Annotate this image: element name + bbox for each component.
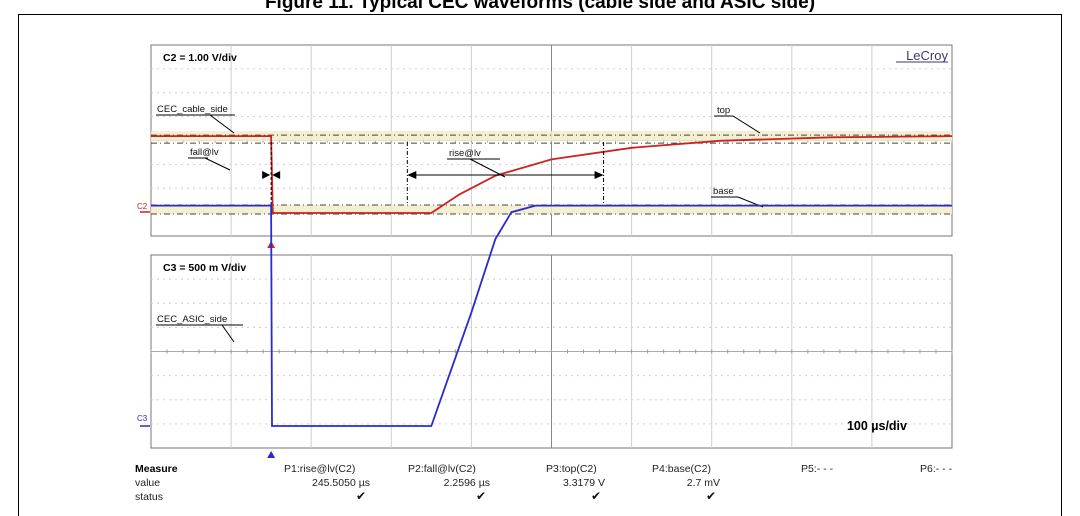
param-p2-value: 2.2596 µs (443, 477, 490, 489)
fall-arrow-left (262, 171, 271, 179)
rise-label-leader (469, 158, 506, 178)
measure-title: Measure (135, 463, 178, 475)
param-p2-status-check: ✔ (476, 489, 487, 503)
c2-trace-label: CEC_cable_side (157, 104, 228, 115)
cable-label-leader (209, 114, 235, 134)
param-p3-status-check: ✔ (591, 489, 602, 503)
fall-annotation: fall@lv (190, 147, 219, 158)
figure-header-text: Figure 11. Typical CEC waveforms (cable … (264, 0, 816, 13)
c3-trigger-marker (267, 451, 276, 458)
measure-value-label: value (135, 477, 161, 489)
top-annotation: top (717, 105, 730, 116)
rise-arrow-right (594, 171, 604, 179)
measure-status-label: status (135, 491, 164, 503)
figure-header: Figure 11. Typical CEC waveforms (cable … (0, 0, 1080, 13)
param-p5-name: P5:- - - (801, 463, 834, 475)
c2-scale-label: C2 = 1.00 V/div (163, 52, 237, 64)
c3-trace-label: CEC_ASIC_side (157, 314, 227, 325)
c3-trace-asic-side (151, 204, 952, 427)
param-p1-value: 245.5050 µs (311, 477, 370, 489)
param-p1-status-check: ✔ (356, 489, 367, 503)
base-annotation: base (713, 186, 734, 197)
lecroy-logo: LeCroy (906, 48, 948, 63)
grid-panel-2 (150, 254, 953, 449)
fall-arrow-right (272, 171, 281, 179)
fall-label-leader (204, 157, 231, 171)
timebase-label: 100 µs/div (847, 419, 907, 433)
c3-scale-label: C3 = 500 m V/div (163, 262, 246, 274)
top-label-leader (732, 115, 761, 134)
figure-frame (18, 14, 1062, 516)
asic-label-leader (221, 324, 235, 343)
rise-annotation: rise@lv (449, 148, 481, 159)
param-p3-value: 3.3179 V (562, 477, 605, 489)
param-p6-name: P6:- - - (920, 463, 953, 475)
param-p4-value: 2.7 mV (686, 477, 720, 489)
param-p2-name: P2:fall@lv(C2) (408, 463, 476, 475)
c2-trace-cable-side (151, 135, 953, 214)
base-level-band (151, 205, 952, 214)
c3-ground-label: C3 (137, 414, 148, 423)
top-level-band (151, 131, 952, 142)
rise-arrow-left (407, 171, 417, 179)
c2-ground-label: C2 (137, 202, 148, 211)
param-p4-status-check: ✔ (706, 489, 717, 503)
param-p3-name: P3:top(C2) (546, 463, 597, 475)
param-p1-name: P1:rise@lv(C2) (284, 463, 356, 475)
param-p4-name: P4:base(C2) (652, 463, 711, 475)
